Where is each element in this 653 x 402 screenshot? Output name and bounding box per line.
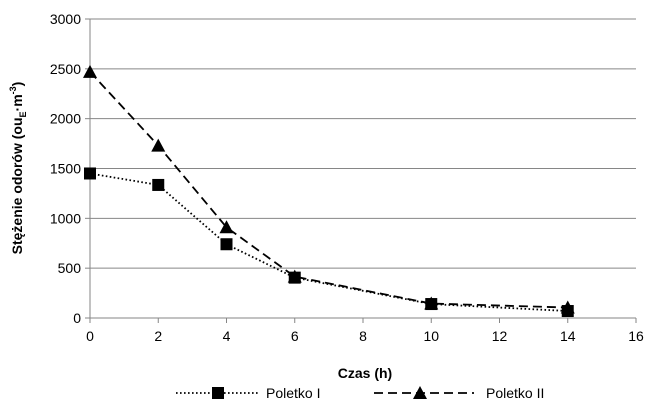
y-tick-label: 2000 xyxy=(50,111,81,127)
axes: 0 500 1000 1500 2000 2500 3000 0 2 4 6 8 10 12 14 16 xyxy=(50,11,644,344)
legend-label-1: Poletko I xyxy=(266,385,320,401)
y-tick-label: 2500 xyxy=(50,61,81,77)
data-point-series-2 xyxy=(151,138,166,152)
y-axis-title: Stężenie odorów (ouE·m-3) xyxy=(8,82,28,255)
data-point-series-1 xyxy=(220,238,233,251)
y-axis-title-subscript: E xyxy=(18,111,28,117)
y-axis-title-mid: ·m xyxy=(9,94,25,111)
x-tick-label: 2 xyxy=(154,328,162,344)
x-tick-label: 10 xyxy=(423,328,439,344)
data-point-series-2 xyxy=(83,64,97,78)
y-tick-label: 0 xyxy=(73,310,81,326)
x-tick-label: 8 xyxy=(359,328,367,344)
x-axis-title: Czas (h) xyxy=(338,365,392,381)
x-tick-label: 0 xyxy=(86,328,94,344)
y-axis-title-suffix: ) xyxy=(9,82,25,87)
x-tick-label: 6 xyxy=(291,328,299,344)
data-point-series-2 xyxy=(287,269,302,283)
legend: Poletko I Poletko II xyxy=(176,385,544,401)
x-tick-label: 12 xyxy=(492,328,508,344)
data-point-series-1 xyxy=(84,167,96,180)
series-line-1 xyxy=(89,172,568,312)
data-point-series-2 xyxy=(424,296,439,310)
y-axis-title-superscript: -3 xyxy=(8,86,18,94)
legend-marker-2 xyxy=(413,386,427,399)
x-tick-label: 16 xyxy=(628,328,644,344)
series-lines xyxy=(89,71,568,312)
y-tick-label: 1500 xyxy=(50,161,81,177)
legend-label-2: Poletko II xyxy=(486,385,544,401)
series-markers xyxy=(83,64,575,318)
series-line-2 xyxy=(89,71,568,309)
x-tick-label: 14 xyxy=(560,328,576,344)
data-point-series-2 xyxy=(560,300,575,314)
y-tick-label: 1000 xyxy=(50,210,81,226)
x-tick-label: 4 xyxy=(223,328,231,344)
y-axis-title-prefix: Stężenie odorów (ou xyxy=(9,117,25,254)
data-point-series-1 xyxy=(152,178,165,191)
y-tick-label: 3000 xyxy=(50,11,81,27)
gridlines xyxy=(90,18,636,269)
y-tick-label: 500 xyxy=(58,260,82,276)
data-point-series-2 xyxy=(219,220,234,234)
legend-marker-1 xyxy=(212,387,224,399)
